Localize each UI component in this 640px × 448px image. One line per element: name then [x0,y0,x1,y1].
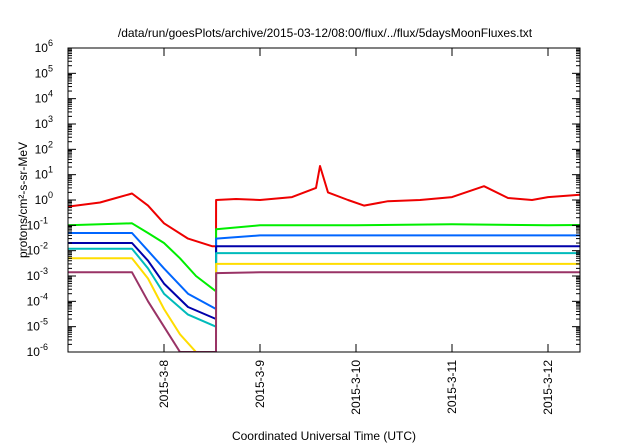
y-tick-label: 10-3 [27,266,48,283]
y-tick-label: 104 [35,89,53,106]
y-tick-label: 10-4 [27,291,48,308]
chart-title: /data/run/goesPlots/archive/2015-03-12/0… [118,26,533,40]
x-tick-label: 2015-3-11 [445,360,459,414]
series-line-2 [68,222,580,293]
series-line-7 [68,271,580,352]
y-tick-label: 10-6 [27,342,48,359]
series-layer [68,165,580,352]
y-tick-label: 101 [35,165,53,182]
series-line-6 [68,257,580,352]
plot-frame [67,47,581,353]
x-axis-label: Coordinated Universal Time (UTC) [232,429,416,443]
y-tick-label: 106 [35,38,53,55]
series-line-3 [68,232,580,310]
y-tick-label: 105 [35,63,53,80]
y-axis: 10-610-510-410-310-210-11001011021031041… [27,38,580,359]
y-tick-label: 100 [35,190,53,207]
y-tick-label: 102 [35,139,53,156]
x-tick-label: 2015-3-12 [541,360,555,415]
series-line-4 [68,242,580,320]
x-tick-label: 2015-3-9 [253,360,267,408]
y-tick-label: 10-5 [27,317,48,334]
x-tick-label: 2015-3-8 [157,360,171,408]
x-axis: 2015-3-8 2015-3-9 2015-3-10 2015-3-11 2015-3… [157,48,555,415]
series-line-1 [68,165,580,248]
series-line-5 [68,247,580,328]
y-axis-label: protons/cm²-s-sr-MeV [16,142,30,258]
y-tick-label: 103 [35,114,53,131]
x-tick-label: 2015-3-10 [349,360,363,415]
